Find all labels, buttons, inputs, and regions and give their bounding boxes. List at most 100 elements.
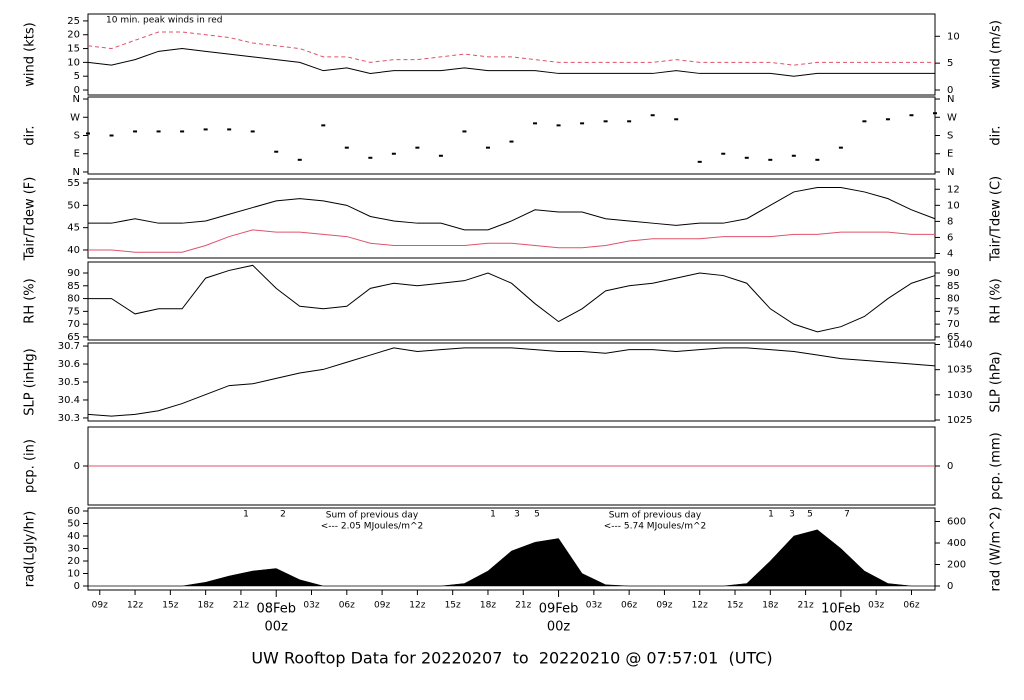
y2-tick-label: 10 [947, 31, 960, 42]
annotation: 7 [844, 510, 850, 520]
x-tick-label: 15z [727, 601, 743, 611]
data-line [88, 264, 936, 333]
date-tick-sublabel: 00z [829, 620, 853, 635]
y-tick-label: 30.6 [58, 359, 80, 370]
y-tick-label: 0 [74, 85, 80, 96]
y-tick-label: 90 [67, 268, 80, 279]
y-tick-label: N [73, 94, 80, 105]
date-tick-sublabel: 00z [547, 620, 571, 635]
y2-tick-label: 8 [947, 216, 953, 227]
annotation: Sum of previous day [609, 511, 702, 521]
y-tick-label: 25 [67, 16, 80, 27]
y-tick-label: 15 [67, 44, 80, 55]
x-tick-label: 03z [868, 601, 884, 611]
data-line [88, 229, 935, 253]
y-tick-label: S [74, 131, 80, 142]
y2-axis-label: dir. [989, 125, 1004, 145]
y-tick-label: 20 [67, 556, 80, 567]
x-tick-label: 09z [92, 601, 108, 611]
y-tick-label: 30 [67, 544, 80, 555]
y-tick-label: 75 [67, 306, 80, 317]
y2-tick-label: 6 [947, 232, 953, 243]
y-axis-label: SLP (inHg) [23, 348, 38, 416]
x-tick-label: 15z [445, 601, 461, 611]
y2-tick-label: S [947, 131, 953, 142]
y2-axis-label: Tair/Tdew (C) [989, 176, 1004, 262]
y2-tick-label: 1025 [947, 415, 972, 426]
y-tick-label: 40 [67, 531, 80, 542]
y-axis-label: rad(Lgly/hr) [23, 511, 38, 587]
y2-tick-label: 5 [947, 58, 953, 69]
y-tick-label: N [73, 167, 80, 178]
y-tick-label: 65 [67, 332, 80, 343]
x-tick-label: 18z [198, 601, 214, 611]
y2-axis-label: rad (W/m^2) [989, 507, 1004, 592]
y2-tick-label: E [947, 149, 953, 160]
y2-tick-label: 1035 [947, 365, 972, 376]
y2-tick-label: 1030 [947, 390, 972, 401]
y-axis-label: Tair/Tdew (F) [23, 177, 38, 262]
x-tick-label: 12z [692, 601, 708, 611]
x-tick-label: 06z [903, 601, 919, 611]
y-tick-label: 80 [67, 294, 80, 305]
y-tick-label: 50 [67, 519, 80, 530]
x-tick-label: 09z [656, 601, 672, 611]
y2-tick-label: N [947, 167, 954, 178]
y2-tick-label: 12 [947, 184, 960, 195]
panel-frame [87, 13, 936, 96]
y2-axis-label: pcp. (mm) [989, 432, 1004, 499]
y-axis-label: dir. [23, 125, 38, 145]
annotation: <--- 2.05 MJoules/m^2 [321, 522, 423, 532]
y2-tick-label: 600 [947, 517, 966, 528]
y-tick-label: 85 [67, 281, 80, 292]
y2-tick-label: 10 [947, 200, 960, 211]
y-tick-label: 60 [67, 506, 80, 517]
panel-frame [87, 261, 936, 341]
y-tick-label: 10 [67, 57, 80, 68]
y2-axis-label: SLP (hPa) [989, 351, 1004, 412]
annotation: 1 [490, 510, 496, 520]
y-axis-label: RH (%) [23, 278, 38, 323]
date-tick-label: 08Feb [256, 602, 296, 617]
panel-frame [87, 96, 936, 175]
x-tick-label: 09z [374, 601, 390, 611]
x-tick-label: 12z [409, 601, 425, 611]
y2-tick-label: 1040 [947, 340, 972, 351]
y2-axis-label: RH (%) [989, 278, 1004, 323]
annotation: 3 [514, 510, 520, 520]
annotation: 1 [243, 510, 249, 520]
annotation: 2 [280, 510, 286, 520]
annotation: 5 [534, 510, 540, 520]
annotation: <--- 5.74 MJoules/m^2 [604, 522, 706, 532]
y2-axis-label: wind (m/s) [989, 20, 1004, 89]
x-tick-label: 06z [339, 601, 355, 611]
y2-tick-label: N [947, 94, 954, 105]
y-tick-label: 0 [74, 461, 80, 472]
panel-frame [87, 342, 936, 422]
y-tick-label: 20 [67, 30, 80, 41]
y-tick-label: 10 [67, 569, 80, 580]
y-tick-label: 70 [67, 319, 80, 330]
date-tick-sublabel: 00z [265, 620, 289, 635]
y2-tick-label: W [947, 112, 957, 123]
y-tick-label: 40 [67, 245, 80, 256]
x-tick-label: 12z [127, 601, 143, 611]
data-line [87, 31, 935, 66]
footer-title: UW Rooftop Data for 20220207 to 20220210… [251, 649, 772, 668]
y-axis-label: pcp. (in) [23, 439, 38, 493]
data-line [87, 347, 936, 417]
date-tick-label: 10Feb [821, 602, 861, 617]
annotation: 10 min. peak winds in red [106, 16, 223, 26]
y2-tick-label: 400 [947, 538, 966, 549]
y2-tick-label: 90 [947, 268, 960, 279]
date-tick-label: 09Feb [539, 602, 579, 617]
annotation: Sum of previous day [326, 511, 419, 521]
y-tick-label: 30.5 [58, 377, 80, 388]
y2-tick-label: 70 [947, 319, 960, 330]
y-tick-label: 0 [74, 581, 80, 592]
y-tick-label: 30.4 [58, 395, 80, 406]
y-tick-label: 30.3 [58, 413, 80, 424]
annotation: 5 [807, 510, 813, 520]
x-tick-label: 15z [162, 601, 178, 611]
